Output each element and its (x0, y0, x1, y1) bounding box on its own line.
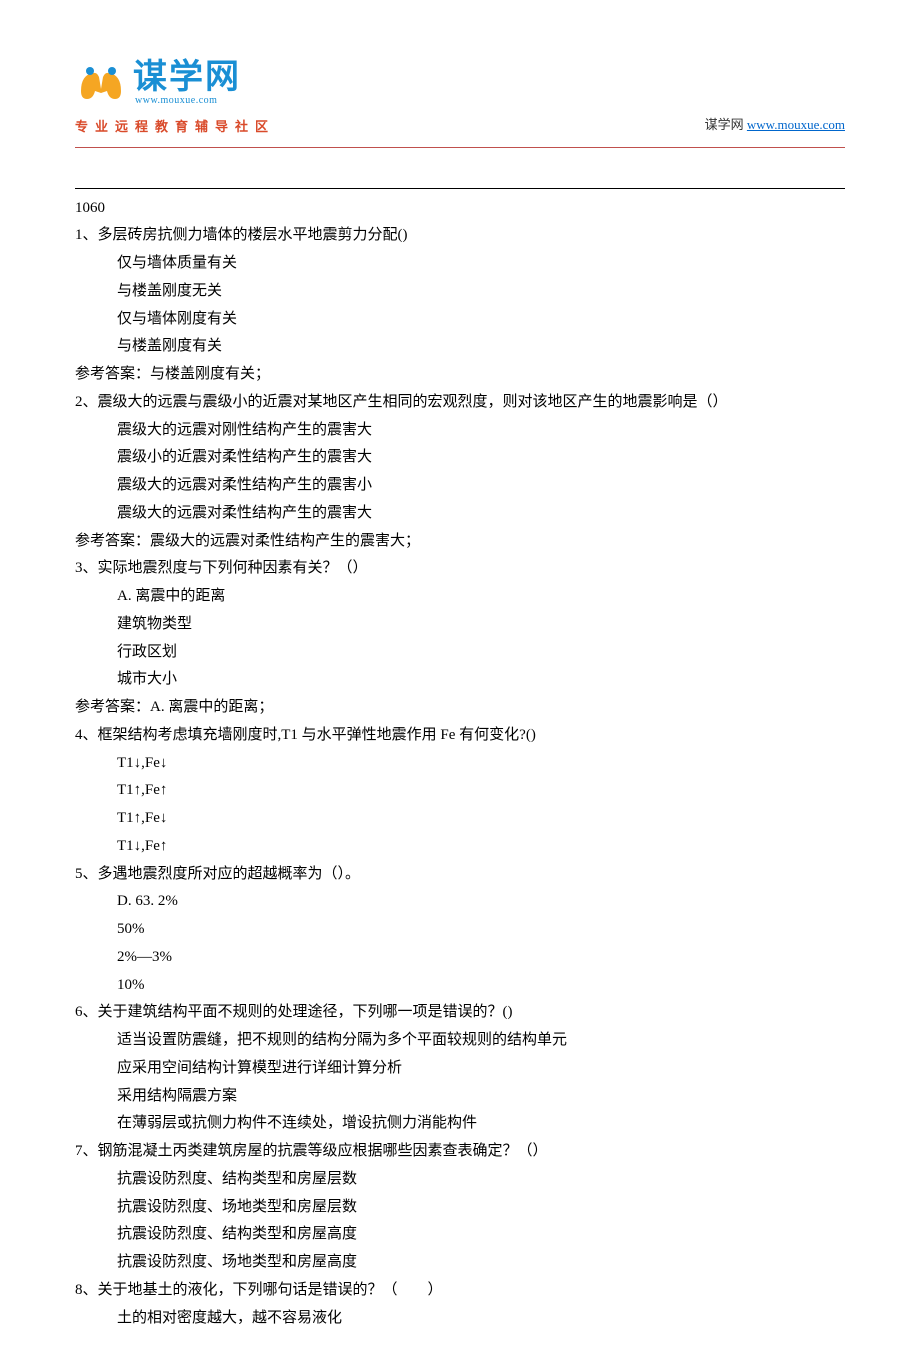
question-option: 震级大的远震对柔性结构产生的震害大 (75, 500, 845, 528)
header-right-prefix: 谋学网 (705, 117, 747, 132)
logo-block: 谋学网 www.mouxue.com 专业远程教育辅导社区 (75, 60, 275, 139)
header-right: 谋学网 www.mouxue.com (705, 113, 845, 139)
question-option: T1↓,Fe↓ (75, 750, 845, 778)
question-option: D. 63. 2% (75, 888, 845, 916)
question-stem: 4、框架结构考虑填充墙刚度时,T1 与水平弹性地震作用 Fe 有何变化?() (75, 722, 845, 750)
question: 3、实际地震烈度与下列何种因素有关？（）A. 离震中的距离建筑物类型行政区划城市… (75, 555, 845, 722)
question-option: 与楼盖刚度无关 (75, 278, 845, 306)
question-option: T1↑,Fe↓ (75, 805, 845, 833)
question-option: 震级小的近震对柔性结构产生的震害大 (75, 444, 845, 472)
question-option: 仅与墙体质量有关 (75, 250, 845, 278)
logo-row: 谋学网 www.mouxue.com (75, 60, 275, 111)
question-option: 仅与墙体刚度有关 (75, 306, 845, 334)
question-stem: 2、震级大的远震与震级小的近震对某地区产生相同的宏观烈度，则对该地区产生的地震影… (75, 389, 845, 417)
question-option: 适当设置防震缝，把不规则的结构分隔为多个平面较规则的结构单元 (75, 1027, 845, 1055)
question: 5、多遇地震烈度所对应的超越概率为（）。D. 63. 2%50%2%—3%10% (75, 861, 845, 1000)
question: 6、关于建筑结构平面不规则的处理途径，下列哪一项是错误的？()适当设置防震缝，把… (75, 999, 845, 1138)
header-link[interactable]: www.mouxue.com (747, 117, 845, 132)
questions-container: 1、多层砖房抗侧力墙体的楼层水平地震剪力分配()仅与墙体质量有关与楼盖刚度无关仅… (75, 222, 845, 1332)
question-answer: 参考答案：震级大的远震对柔性结构产生的震害大； (75, 528, 845, 556)
question: 1、多层砖房抗侧力墙体的楼层水平地震剪力分配()仅与墙体质量有关与楼盖刚度无关仅… (75, 222, 845, 389)
question-option: 在薄弱层或抗侧力构件不连续处，增设抗侧力消能构件 (75, 1110, 845, 1138)
header-divider (75, 147, 845, 148)
question-option: 10% (75, 972, 845, 1000)
question-option: 与楼盖刚度有关 (75, 333, 845, 361)
question-answer: 参考答案：A. 离震中的距离； (75, 694, 845, 722)
question: 4、框架结构考虑填充墙刚度时,T1 与水平弹性地震作用 Fe 有何变化?()T1… (75, 722, 845, 861)
logo-icon (75, 63, 127, 107)
question-option: 抗震设防烈度、场地类型和房屋高度 (75, 1249, 845, 1277)
question-option: T1↑,Fe↑ (75, 777, 845, 805)
question-option: 抗震设防烈度、结构类型和房屋高度 (75, 1221, 845, 1249)
question-stem: 8、关于地基土的液化，下列哪句话是错误的？（ ） (75, 1277, 845, 1305)
question-stem: 5、多遇地震烈度所对应的超越概率为（）。 (75, 861, 845, 889)
question-option: 行政区划 (75, 639, 845, 667)
question-stem: 3、实际地震烈度与下列何种因素有关？（） (75, 555, 845, 583)
question-option: 2%—3% (75, 944, 845, 972)
question-option: 采用结构隔震方案 (75, 1083, 845, 1111)
logo-text-wrap: 谋学网 www.mouxue.com (133, 60, 241, 111)
question: 8、关于地基土的液化，下列哪句话是错误的？（ ）土的相对密度越大，越不容易液化 (75, 1277, 845, 1333)
question-option: T1↓,Fe↑ (75, 833, 845, 861)
question-option: 建筑物类型 (75, 611, 845, 639)
question: 7、钢筋混凝土丙类建筑房屋的抗震等级应根据哪些因素查表确定？（）抗震设防烈度、结… (75, 1138, 845, 1277)
question-option: 应采用空间结构计算模型进行详细计算分析 (75, 1055, 845, 1083)
question-stem: 6、关于建筑结构平面不规则的处理途径，下列哪一项是错误的？() (75, 999, 845, 1027)
logo-tagline: 专业远程教育辅导社区 (75, 115, 275, 139)
question-option: 抗震设防烈度、场地类型和房屋层数 (75, 1194, 845, 1222)
question-option: A. 离震中的距离 (75, 583, 845, 611)
question-option: 土的相对密度越大，越不容易液化 (75, 1305, 845, 1333)
question-option: 震级大的远震对柔性结构产生的震害小 (75, 472, 845, 500)
question: 2、震级大的远震与震级小的近震对某地区产生相同的宏观烈度，则对该地区产生的地震影… (75, 389, 845, 556)
doc-id: 1060 (75, 195, 845, 223)
question-option: 50% (75, 916, 845, 944)
content-divider (75, 188, 845, 189)
question-option: 城市大小 (75, 666, 845, 694)
question-answer: 参考答案：与楼盖刚度有关； (75, 361, 845, 389)
page-header: 谋学网 www.mouxue.com 专业远程教育辅导社区 谋学网 www.mo… (75, 60, 845, 139)
question-option: 震级大的远震对刚性结构产生的震害大 (75, 417, 845, 445)
question-stem: 7、钢筋混凝土丙类建筑房屋的抗震等级应根据哪些因素查表确定？（） (75, 1138, 845, 1166)
question-stem: 1、多层砖房抗侧力墙体的楼层水平地震剪力分配() (75, 222, 845, 250)
question-option: 抗震设防烈度、结构类型和房屋层数 (75, 1166, 845, 1194)
logo-text-cn: 谋学网 (133, 60, 241, 94)
